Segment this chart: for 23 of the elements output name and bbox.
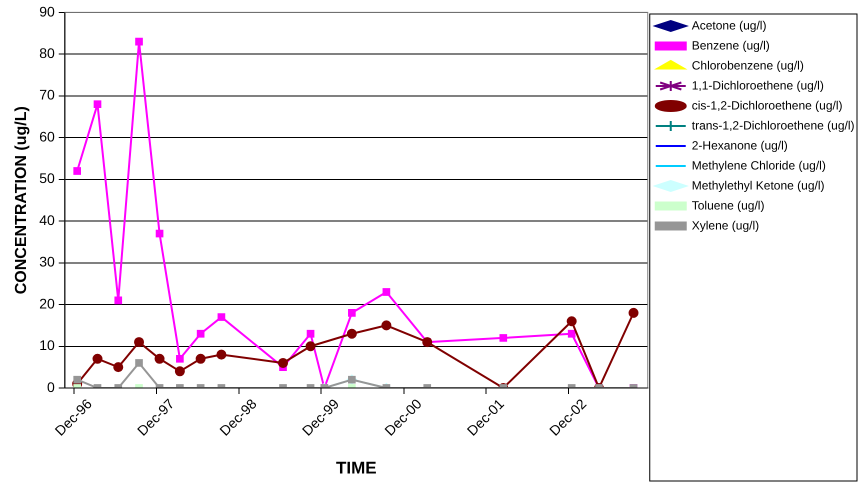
x-axis-title: TIME [336, 458, 377, 478]
legend-label: trans-1,2-Dichloroethene (ug/l) [692, 118, 854, 132]
y-tick-label: 50 [39, 170, 55, 186]
y-tick-label: 0 [46, 378, 55, 395]
y-tick-label: 40 [39, 212, 55, 228]
y-tick-label: 70 [39, 86, 55, 103]
y-tick-label: 60 [39, 128, 55, 144]
y-axis-title: CONCENTRATION (ug/L) [13, 106, 30, 294]
legend-label: Acetone (ug/l) [692, 18, 766, 32]
legend-label: Methylene Chloride (ug/l) [692, 158, 826, 172]
y-tick-label: 90 [39, 3, 55, 20]
legend-label: 2-Hexanone (ug/l) [692, 138, 788, 152]
legend-label: cis-1,2-Dichloroethene (ug/l) [692, 98, 842, 112]
legend-label: Chlorobenzene (ug/l) [692, 58, 804, 72]
legend-label: Xylene (ug/l) [692, 218, 760, 232]
y-tick-label: 20 [39, 295, 55, 312]
legend-label: Toluene (ug/l) [692, 198, 764, 212]
y-tick-label: 80 [39, 44, 55, 61]
y-tick-label: 10 [39, 337, 55, 354]
legend-label: 1,1-Dichloroethene (ug/l) [692, 78, 824, 92]
legend-label: Methylethyl Ketone (ug/l) [692, 178, 824, 192]
legend-label: Benzene (ug/l) [692, 38, 770, 52]
y-tick-label: 30 [39, 254, 55, 270]
